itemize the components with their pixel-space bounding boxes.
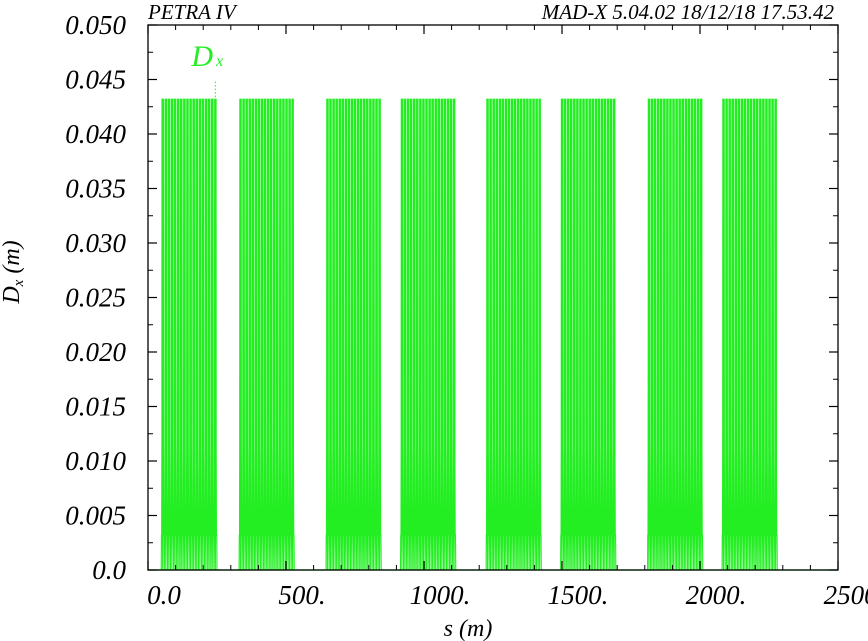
- chart-header-right: MAD-X 5.04.02 18/12/18 17.53.42: [541, 0, 834, 24]
- y-tick-label: 0.025: [65, 283, 126, 313]
- x-tick-label: 1500.: [548, 580, 609, 610]
- dispersion-arc-2: [238, 98, 295, 571]
- dispersion-arc-4: [399, 98, 457, 571]
- y-tick-label: 0.010: [65, 446, 126, 476]
- dispersion-arc-1: [160, 98, 218, 571]
- dispersion-arc-6: [560, 98, 617, 571]
- y-tick-label: 0.020: [65, 337, 126, 367]
- y-tick-label: 0.040: [65, 119, 126, 149]
- x-tick-label: 2000.: [686, 580, 747, 610]
- x-tick-label: 500.: [278, 580, 325, 610]
- dispersion-arc-7: [647, 98, 704, 571]
- y-tick-label: 0.005: [65, 501, 126, 531]
- x-axis-title: s (m): [444, 616, 493, 641]
- x-tick-label: 2500.: [824, 580, 868, 610]
- x-tick-label: 1000.: [410, 580, 471, 610]
- chart-header-left: PETRA IV: [148, 0, 236, 24]
- dispersion-arc-8: [721, 98, 778, 571]
- y-tick-label: 0.035: [65, 174, 126, 204]
- dispersion-arc-5: [485, 98, 542, 571]
- y-axis-title: Dx (m): [0, 240, 27, 304]
- dispersion-arc-3: [325, 98, 382, 571]
- y-tick-label: 0.0: [92, 555, 126, 585]
- y-tick-label: 0.030: [65, 228, 126, 258]
- y-tick-label: 0.015: [65, 392, 126, 422]
- y-tick-label: 0.050: [65, 10, 126, 40]
- x-tick-label: 0.0: [147, 580, 181, 610]
- y-tick-label: 0.045: [65, 65, 126, 95]
